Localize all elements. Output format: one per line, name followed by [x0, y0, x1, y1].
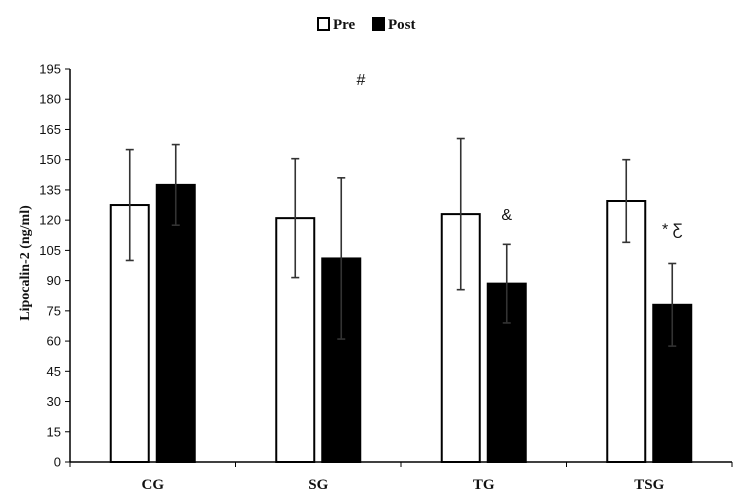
legend-swatch-post [372, 17, 385, 31]
y-tick-label: 120 [39, 213, 61, 228]
x-tick-label: CG [142, 477, 165, 493]
y-tick-label: 30 [47, 394, 61, 409]
x-tick-label: TSG [634, 477, 664, 493]
y-tick-label: 165 [39, 122, 61, 137]
y-axis-label: Lipocalin-2 (ng/ml) [18, 205, 33, 321]
y-tick-label: 45 [47, 364, 61, 379]
annotation-mark: & [501, 207, 512, 224]
legend-swatch-pre [317, 17, 330, 31]
y-tick-label: 15 [47, 424, 61, 439]
bar-pre [606, 200, 647, 463]
x-tick-label: TG [473, 477, 495, 493]
error-bars [125, 137, 677, 347]
y-tick-label: 150 [39, 152, 61, 167]
annotation-mark: # [357, 72, 366, 89]
annotation-mark: * Ƹ [662, 221, 683, 238]
y-tick-label: 90 [47, 273, 61, 288]
y-tick-label: 135 [39, 182, 61, 197]
y-tick-label: 75 [47, 303, 61, 318]
legend: Pre Post [317, 17, 416, 33]
y-tick-label: 0 [54, 455, 61, 470]
axes: 0 15 30 45 60 75 90 105 120 135 150 165 180 195 CG SG TG… [39, 62, 733, 493]
y-tick-label: 180 [39, 92, 61, 107]
x-tick-label: SG [308, 477, 328, 493]
legend-label-post: Post [388, 17, 416, 33]
y-tick-label: 105 [39, 243, 61, 258]
bar-post [155, 183, 196, 463]
annotations: # & * Ƹ [357, 72, 683, 238]
bars [109, 183, 693, 464]
legend-label-pre: Pre [333, 17, 356, 33]
y-tick-label: 60 [47, 334, 61, 349]
bar-pre [275, 217, 316, 463]
y-tick-label: 195 [39, 62, 61, 77]
